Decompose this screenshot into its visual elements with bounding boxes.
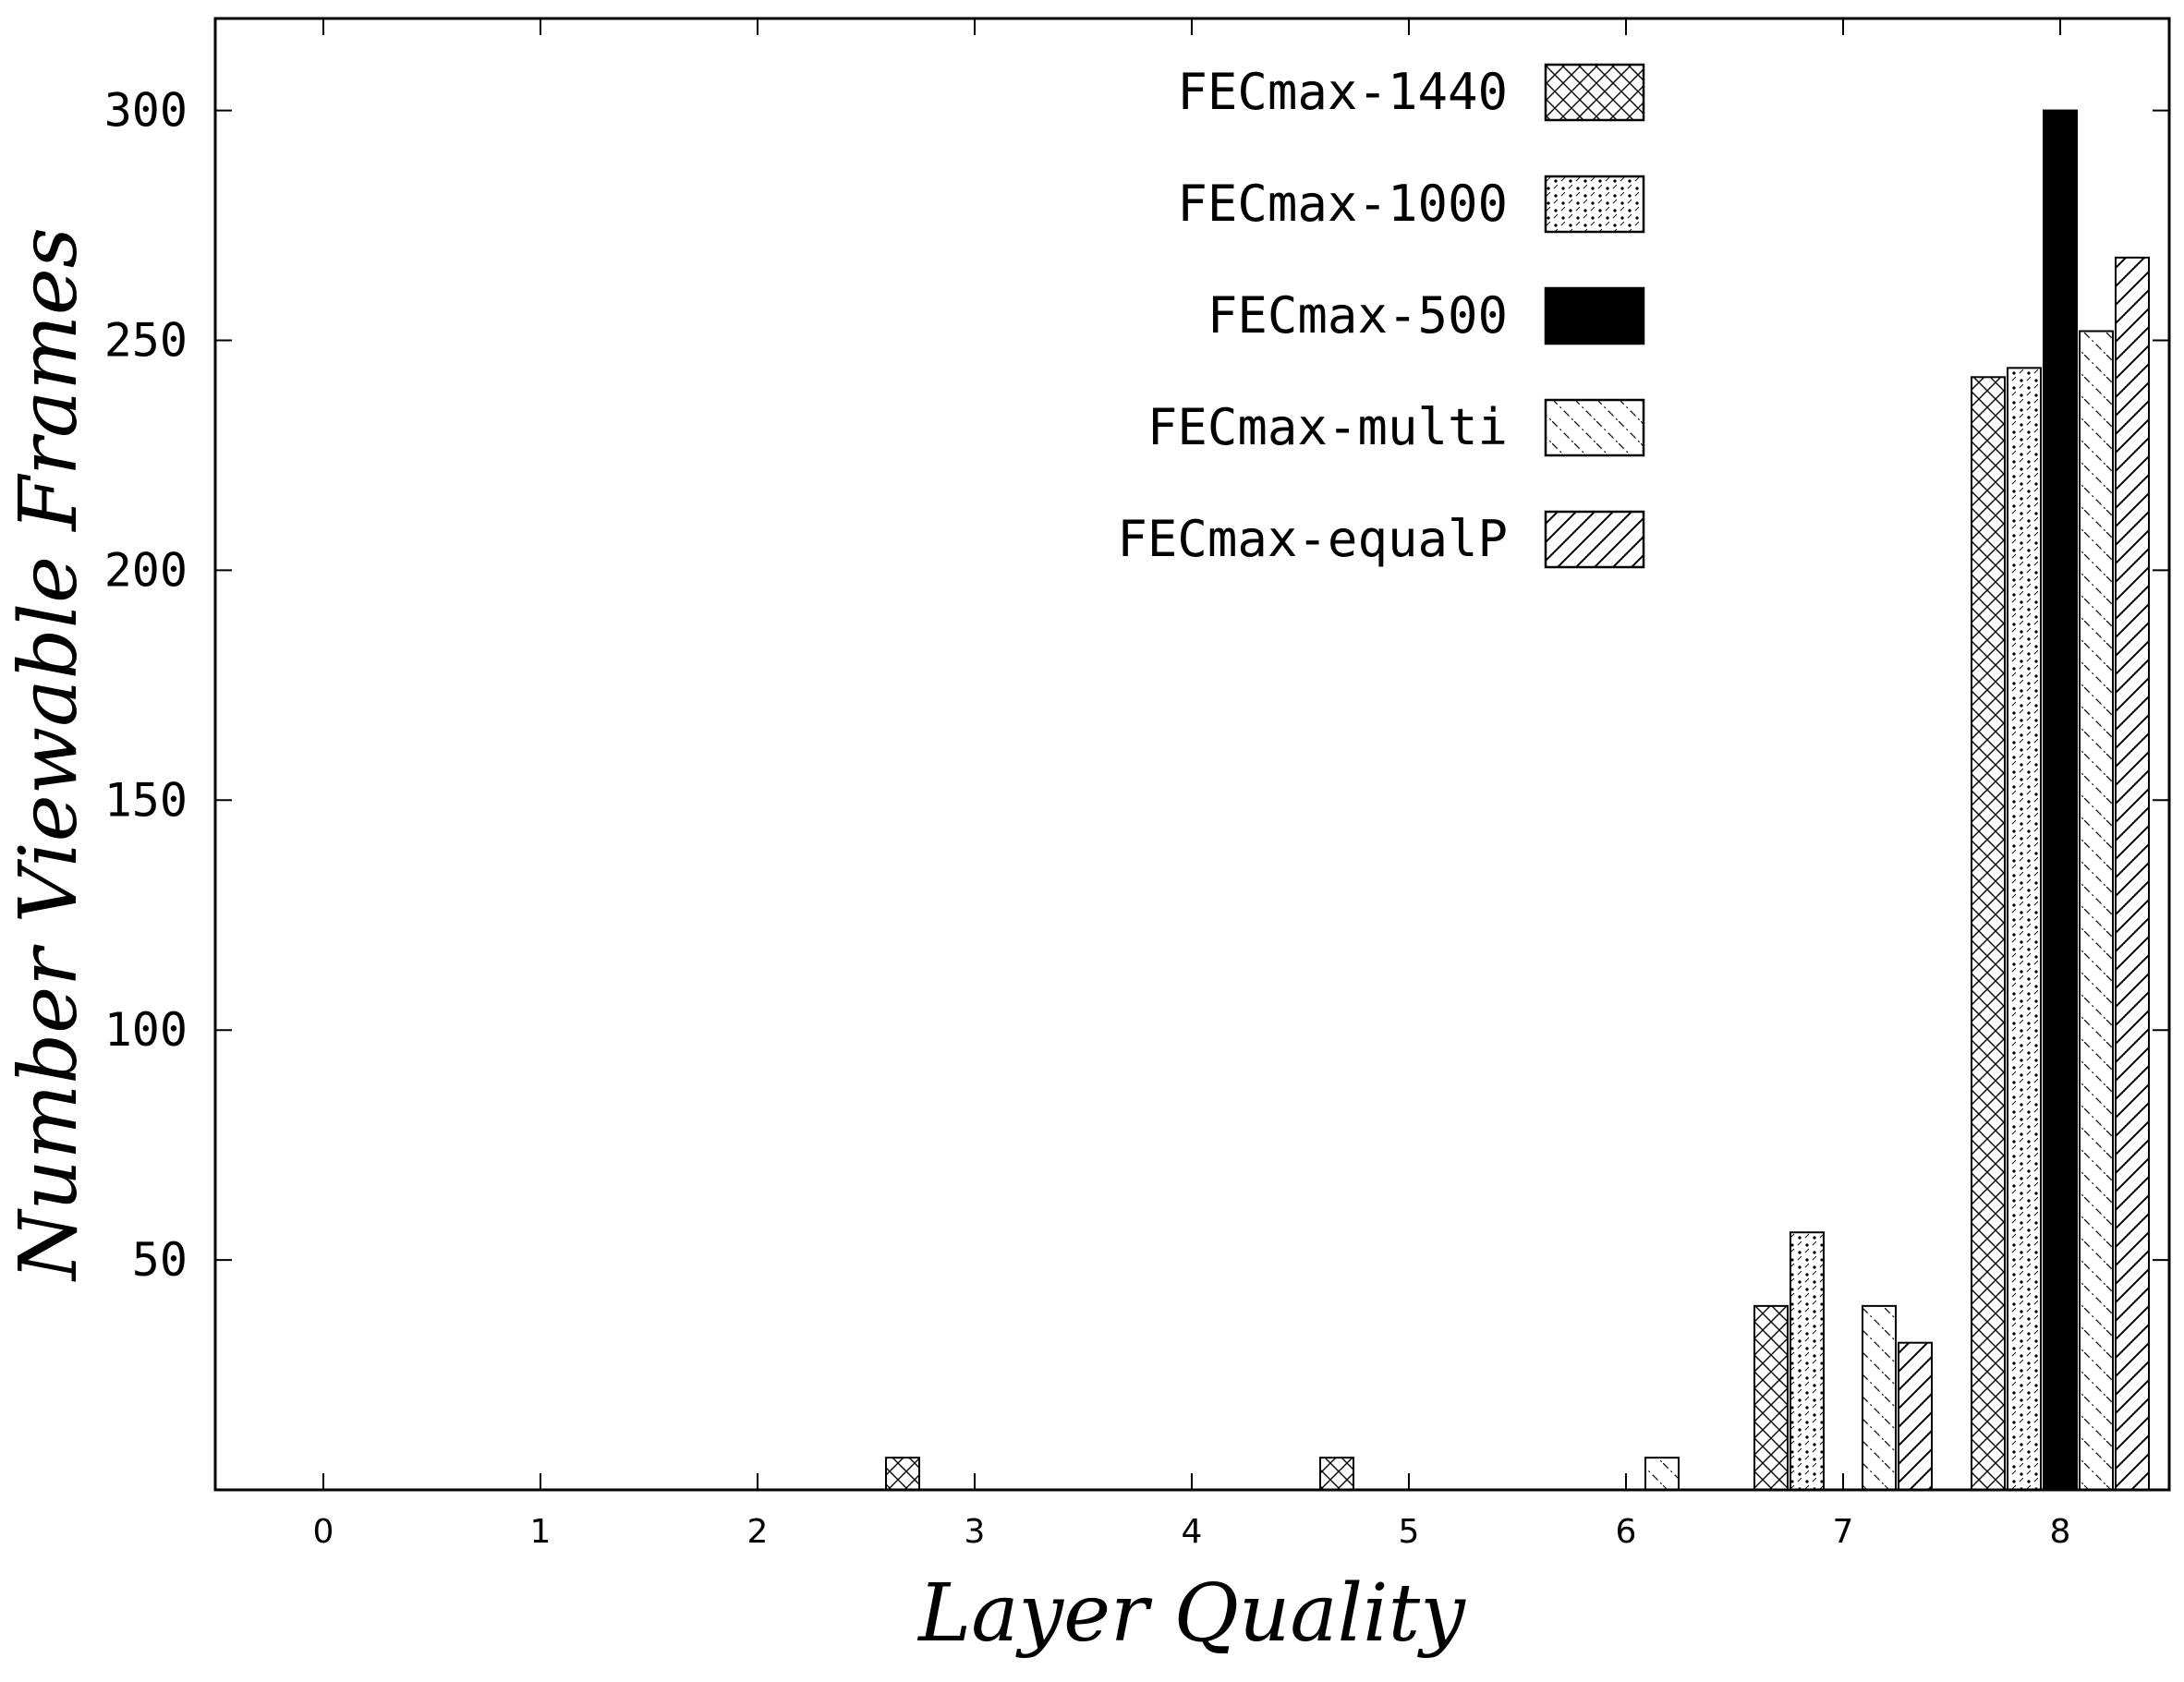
x-axis-title: Layer Quality — [916, 1567, 1466, 1660]
legend-swatch — [1544, 286, 1645, 345]
bar-FECmax-1440-8 — [1971, 376, 2006, 1492]
bar-FECmax-equalP-8 — [2115, 256, 2150, 1491]
x-tick-label: 7 — [1833, 1513, 1854, 1551]
y-axis-ticks: 50 100 150 200 250 300 — [104, 84, 2169, 1287]
y-axis-title: Number Viewable Frames — [3, 227, 95, 1282]
y-tick-label: 300 — [104, 84, 188, 138]
x-tick-label: 2 — [747, 1513, 769, 1551]
legend-label: FECmax-1000 — [1177, 175, 1508, 233]
plot-border — [213, 17, 2171, 1492]
x-tick-label: 3 — [965, 1513, 986, 1551]
x-tick-label: 4 — [1182, 1513, 1203, 1551]
legend-label: FECmax-1440 — [1177, 63, 1508, 121]
x-tick-label: 6 — [1616, 1513, 1637, 1551]
bar-FECmax-multi-6 — [1644, 1457, 1680, 1491]
bar-FECmax-500-8 — [2043, 109, 2078, 1491]
legend-label: FECmax-equalP — [1117, 510, 1508, 568]
bar-FECmax-1000-8 — [2007, 367, 2042, 1491]
legend-label: FECmax-multi — [1147, 398, 1508, 456]
bar-FECmax-1000-7 — [1790, 1231, 1825, 1491]
y-tick-label: 150 — [104, 773, 188, 827]
plot-area — [213, 17, 2171, 1492]
legend-swatch — [1544, 175, 1645, 234]
bar-FECmax-1440-7 — [1753, 1304, 1789, 1491]
bar-FECmax-equalP-7 — [1898, 1341, 1933, 1491]
y-tick-label: 200 — [104, 543, 188, 597]
x-tick-label: 5 — [1399, 1513, 1420, 1551]
y-tick-label: 50 — [132, 1233, 188, 1287]
legend-swatch — [1544, 63, 1645, 122]
x-tick-label: 8 — [2050, 1513, 2071, 1551]
bars — [885, 109, 2150, 1492]
legend: FECmax-1440 FECmax-1000 FECmax-500 FECmax-m… — [1117, 63, 1645, 569]
bar-FECmax-multi-8 — [2079, 330, 2114, 1492]
bar-FECmax-1440-5 — [1319, 1457, 1354, 1491]
x-tick-label: 0 — [313, 1513, 334, 1551]
bar-FECmax-1440-3 — [885, 1457, 920, 1491]
legend-label: FECmax-500 — [1207, 286, 1508, 345]
x-axis-ticks: 0 1 2 3 4 5 6 7 8 — [313, 18, 2071, 1551]
legend-swatch — [1544, 398, 1645, 457]
bar-FECmax-multi-7 — [1862, 1304, 1897, 1491]
x-tick-label: 1 — [530, 1513, 552, 1551]
y-tick-label: 250 — [104, 313, 188, 367]
y-tick-label: 100 — [104, 1003, 188, 1057]
legend-swatch — [1544, 510, 1645, 569]
